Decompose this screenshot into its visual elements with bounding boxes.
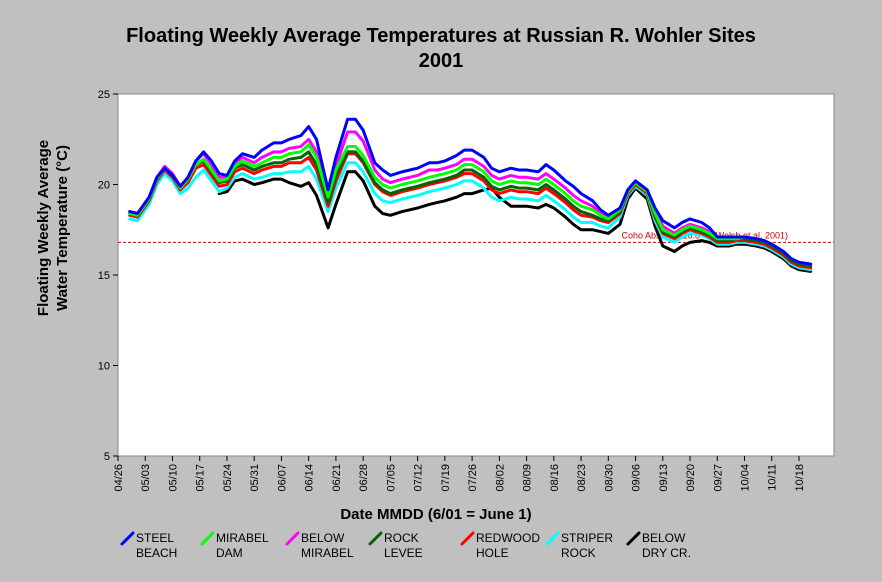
legend-label-line2: LEVEE (384, 546, 423, 560)
x-tick-label: 08/30 (603, 464, 615, 492)
legend-swatch (545, 531, 560, 546)
legend-label-line2: HOLE (476, 546, 509, 560)
x-tick-label: 09/27 (712, 464, 724, 492)
legend-label: BELOW (301, 531, 345, 545)
y-tick-label: 15 (98, 270, 110, 282)
plot-area (117, 93, 835, 457)
legend-label: BELOW (642, 531, 686, 545)
x-tick-label: 08/23 (576, 464, 588, 492)
x-tick-label: 06/14 (304, 464, 316, 492)
x-tick-label: 08/09 (522, 464, 534, 492)
y-tick-label: 10 (98, 361, 110, 373)
legend-label: MIRABEL (216, 531, 269, 545)
x-tick-label: 09/13 (658, 464, 670, 492)
x-tick-label: 06/21 (331, 464, 343, 492)
legend-swatch (120, 531, 135, 546)
x-axis: 04/26 05/03 05/10 05/17 05/24 05/31 06/07 06/14… (113, 456, 806, 492)
x-tick-label: 09/06 (631, 464, 643, 492)
series-line-5 (128, 161, 813, 272)
x-tick-label: 05/10 (167, 464, 179, 492)
y-tick-label: 5 (104, 451, 110, 463)
legend-label-line2: DAM (216, 546, 243, 560)
legend-label: ROCK (384, 531, 419, 545)
legend-label-line2: DRY CR. (642, 546, 691, 560)
x-tick-label: 09/20 (685, 464, 697, 492)
x-tick-label: 04/26 (113, 464, 125, 492)
legend-swatch (200, 531, 215, 546)
x-tick-label: 06/28 (358, 464, 370, 492)
x-tick-label: 10/04 (740, 464, 752, 492)
x-tick-label: 05/03 (140, 464, 152, 492)
legend-label: STEEL (136, 531, 174, 545)
x-tick-label: 07/05 (385, 464, 397, 492)
x-tick-label: 05/24 (222, 464, 234, 492)
x-tick-label: 07/12 (413, 464, 425, 492)
legend-label: STRIPER (561, 531, 613, 545)
legend-label: REDWOOD (476, 531, 540, 545)
y-axis-title: Floating Weekly Average (35, 140, 52, 316)
x-tick-label: 07/19 (440, 464, 452, 492)
x-tick-label: 05/17 (195, 464, 207, 492)
legend-swatch (460, 531, 475, 546)
x-axis-title: Date MMDD (6/01 = June 1) (340, 506, 531, 523)
series-layer (128, 117, 813, 273)
legend-swatch (285, 531, 300, 546)
x-tick-label: 10/18 (794, 464, 806, 492)
series-line-6 (217, 170, 813, 273)
x-tick-label: 10/11 (767, 464, 779, 491)
series-line-0 (128, 117, 813, 266)
series-line-4 (128, 152, 813, 270)
y-axis: 5 10 15 20 25 (98, 89, 118, 463)
legend-swatch (368, 531, 383, 546)
legend-label-line2: ROCK (561, 546, 596, 560)
chart-title: Floating Weekly Average Temperatures at … (126, 25, 756, 47)
series-line-1 (128, 143, 813, 266)
y-axis-title-line2: Water Temperature (°C) (54, 145, 71, 311)
x-tick-label: 07/26 (467, 464, 479, 492)
x-tick-label: 08/16 (549, 464, 561, 492)
x-tick-label: 06/07 (276, 464, 288, 492)
y-tick-label: 20 (98, 180, 110, 192)
x-tick-label: 08/02 (494, 464, 506, 492)
chart-title-year: 2001 (419, 50, 464, 72)
legend-label-line2: BEACH (136, 546, 177, 560)
legend: STEELBEACHMIRABELDAMBELOWMIRABELROCKLEVE… (120, 531, 691, 560)
legend-swatch (626, 531, 641, 546)
x-tick-label: 05/31 (249, 464, 261, 492)
legend-label-line2: MIRABEL (301, 546, 354, 560)
y-tick-label: 25 (98, 89, 110, 101)
